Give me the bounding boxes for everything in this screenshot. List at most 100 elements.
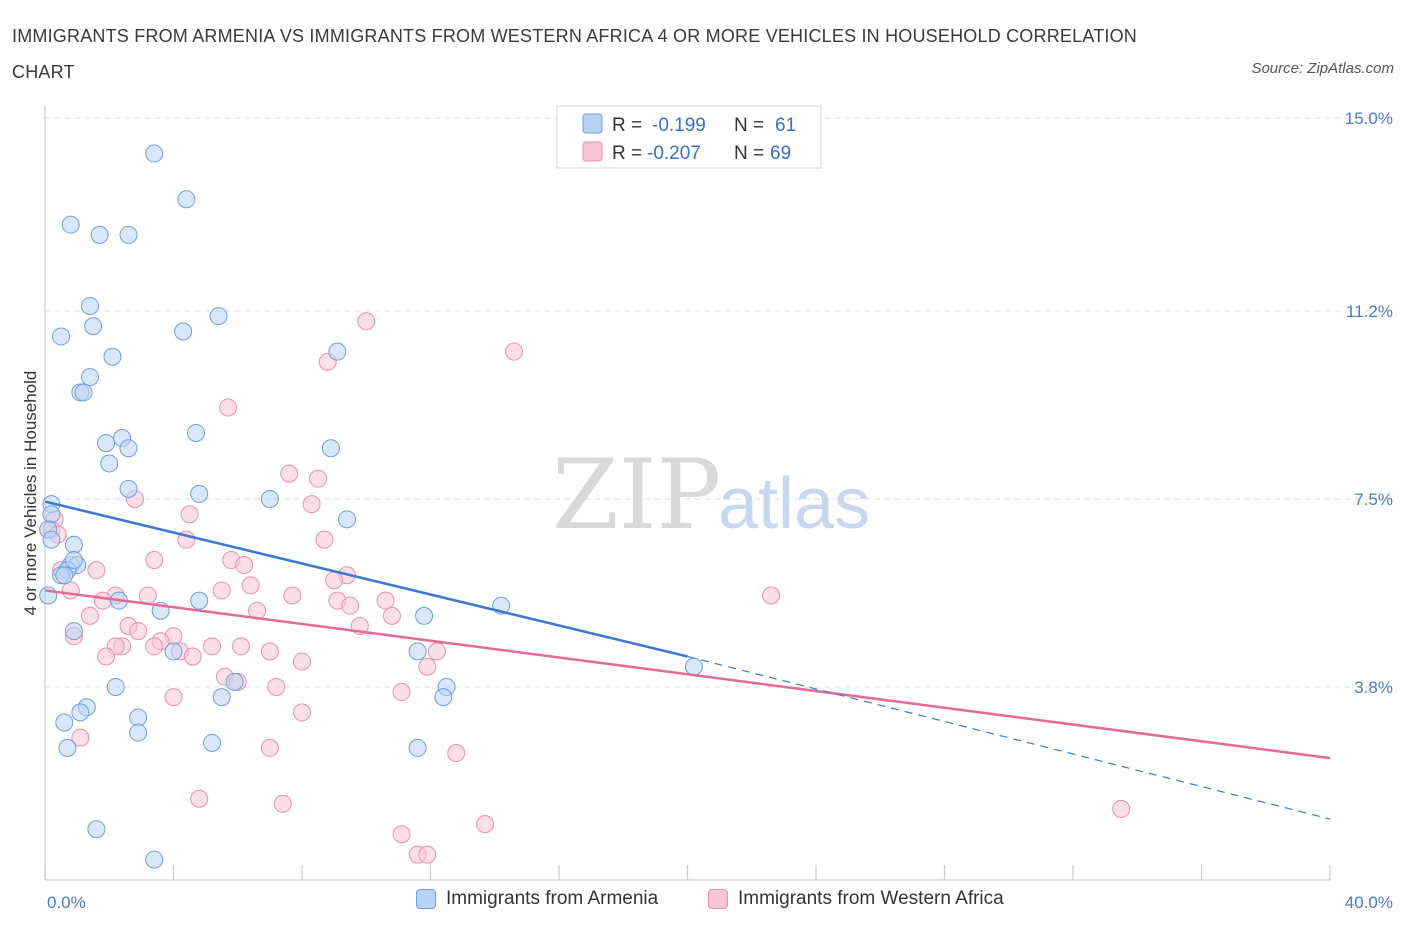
- point-western-africa: [447, 744, 466, 762]
- point-armenia: [64, 622, 83, 641]
- y-tick-labels: 3.8% 7.5% 11.2% 15.0%: [1345, 109, 1393, 697]
- point-western-africa: [505, 342, 524, 361]
- point-armenia: [145, 850, 164, 869]
- grid-lines: [45, 117, 1395, 688]
- point-armenia: [80, 296, 99, 315]
- point-armenia: [190, 484, 209, 503]
- point-armenia: [186, 423, 205, 442]
- watermark-zip: ZIP: [552, 439, 721, 551]
- trend-lines: [44, 500, 1331, 820]
- point-armenia: [119, 439, 138, 458]
- point-western-africa: [476, 815, 495, 834]
- trend-line-armenia: [44, 500, 688, 658]
- point-western-africa: [418, 657, 437, 676]
- point-armenia: [164, 642, 183, 661]
- legend-swatch-western-africa: [582, 141, 603, 162]
- point-western-africa: [203, 637, 222, 656]
- point-western-africa: [164, 688, 183, 707]
- point-armenia: [408, 642, 427, 661]
- point-armenia: [212, 688, 231, 707]
- point-armenia: [408, 738, 427, 757]
- point-armenia: [225, 672, 244, 691]
- point-armenia: [321, 439, 340, 458]
- point-armenia: [61, 215, 80, 234]
- legend-swatch-armenia-bottom: [416, 889, 436, 909]
- legend-n-label-armenia: N =: [734, 115, 764, 136]
- legend-swatch-western-africa-bottom: [708, 889, 728, 909]
- point-western-africa: [260, 642, 279, 661]
- chart-title: IMMIGRANTS FROM ARMENIA VS IMMIGRANTS FR…: [12, 26, 1137, 82]
- point-western-africa: [762, 586, 781, 605]
- point-armenia: [90, 225, 109, 244]
- point-western-africa: [418, 845, 437, 864]
- point-western-africa: [129, 622, 148, 641]
- legend-r-value-western-africa: -0.207: [647, 143, 701, 164]
- x-tick-label: 40.0%: [1345, 893, 1393, 912]
- y-tick-label: 11.2%: [1346, 302, 1393, 321]
- point-armenia: [64, 550, 83, 569]
- point-western-africa: [273, 794, 292, 813]
- point-western-africa: [61, 581, 80, 600]
- point-western-africa: [93, 591, 112, 610]
- point-armenia: [64, 535, 83, 554]
- legend-n-label-western-africa: N =: [734, 143, 764, 164]
- point-armenia: [71, 703, 90, 722]
- point-armenia: [129, 708, 148, 727]
- point-armenia: [434, 688, 453, 707]
- legend-n-value-western-africa: 69: [770, 143, 791, 164]
- trend-line-armenia-extension: [687, 655, 1331, 820]
- point-western-africa: [235, 556, 254, 575]
- watermark: ZIP atlas: [552, 439, 870, 551]
- point-armenia: [100, 454, 119, 473]
- watermark-atlas: atlas: [718, 464, 870, 544]
- trend-line-western-africa: [44, 589, 1331, 760]
- point-armenia: [87, 820, 106, 839]
- point-armenia: [328, 342, 347, 361]
- point-western-africa: [87, 561, 106, 580]
- point-western-africa: [138, 586, 157, 605]
- legend-label-western-africa: Immigrants from Western Africa: [738, 888, 1004, 909]
- point-western-africa: [280, 464, 299, 483]
- point-armenia: [42, 505, 61, 524]
- point-western-africa: [1112, 799, 1131, 818]
- axes: [44, 105, 1331, 881]
- point-western-africa: [392, 825, 411, 844]
- legend-swatch-armenia: [582, 113, 603, 134]
- point-western-africa: [283, 586, 302, 605]
- point-armenia: [209, 307, 228, 326]
- point-western-africa: [376, 591, 395, 610]
- bottom-legend: Immigrants from Armenia Immigrants from …: [0, 888, 1406, 918]
- point-armenia: [684, 657, 703, 676]
- chart-source: Source: ZipAtlas.com: [1251, 60, 1394, 77]
- y-tick-label: 15.0%: [1345, 109, 1393, 128]
- legend-r-label-armenia: R =: [612, 115, 642, 136]
- point-western-africa: [241, 576, 260, 595]
- point-armenia: [58, 738, 77, 757]
- legend-label-armenia: Immigrants from Armenia: [446, 888, 659, 909]
- point-armenia: [42, 530, 61, 549]
- point-western-africa: [392, 683, 411, 702]
- point-armenia: [55, 713, 74, 732]
- point-armenia: [103, 347, 122, 366]
- point-armenia: [174, 322, 193, 341]
- point-armenia: [55, 566, 74, 585]
- point-western-africa: [183, 647, 202, 666]
- stats-legend: R = -0.199 N = 61 R = -0.207 N = 69: [556, 105, 822, 169]
- points-armenia: [39, 144, 703, 869]
- point-armenia: [106, 677, 125, 696]
- point-armenia: [80, 368, 99, 387]
- point-armenia: [203, 733, 222, 752]
- point-armenia: [190, 591, 209, 610]
- x-tick-labels: 0.0% 40.0%: [47, 893, 1393, 912]
- y-tick-label: 7.5%: [1354, 490, 1393, 509]
- point-armenia: [119, 479, 138, 498]
- point-western-africa: [382, 606, 401, 625]
- point-armenia: [177, 190, 196, 209]
- point-armenia: [415, 606, 434, 625]
- legend-item-armenia: Immigrants from Armenia: [416, 888, 658, 910]
- y-axis-label: 4 or more Vehicles in Household: [21, 371, 40, 616]
- point-western-africa: [219, 398, 238, 417]
- point-western-africa: [97, 647, 116, 666]
- point-western-africa: [293, 703, 311, 722]
